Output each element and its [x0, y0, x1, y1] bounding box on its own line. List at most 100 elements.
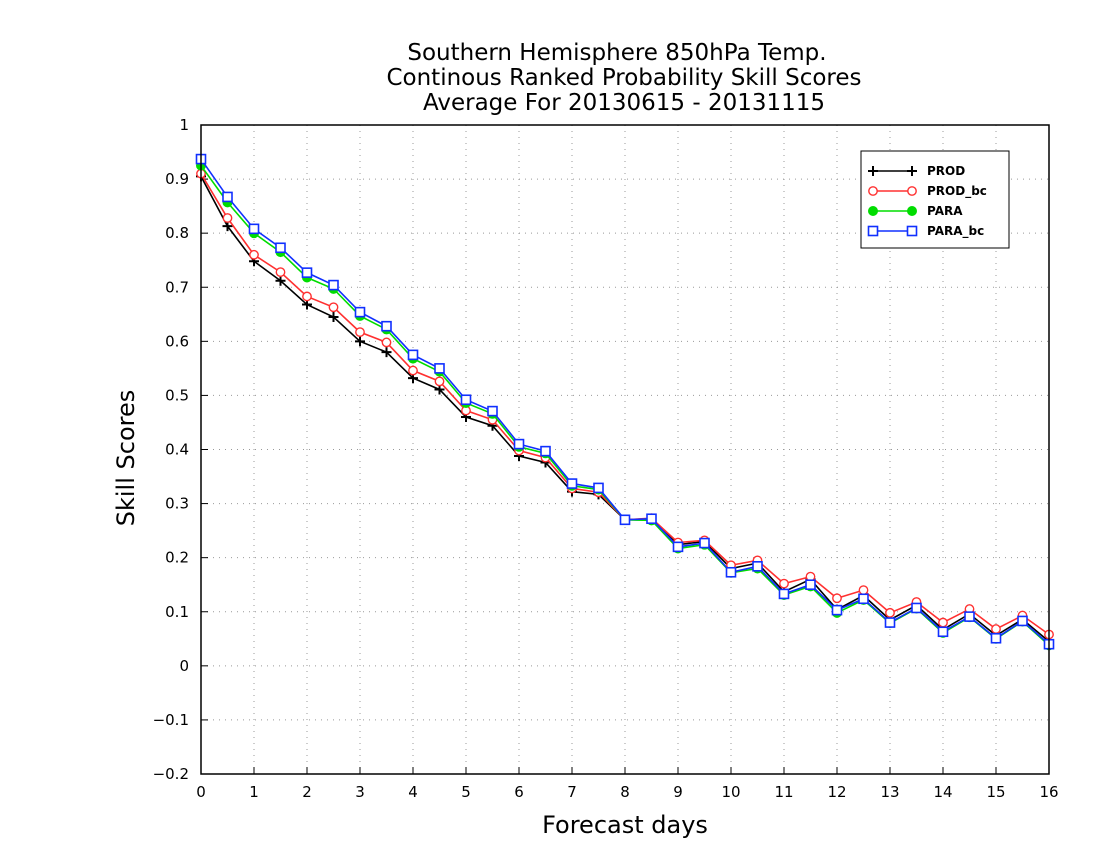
data-point-prod [328, 311, 339, 322]
data-point-para-bc [831, 604, 843, 616]
x-tick-label: 11 [774, 783, 793, 801]
x-tick-label: 8 [620, 783, 630, 801]
data-point-prod-bc [275, 267, 286, 278]
x-tick-label: 10 [721, 783, 740, 801]
chart-title-line-3: Average For 20130615 - 20131115 [423, 90, 825, 116]
data-point-para-bc [964, 611, 975, 622]
data-point-prod-bc [858, 585, 869, 596]
y-tick-label: 0 [179, 657, 189, 675]
data-point-para-bc [487, 405, 498, 417]
data-point-para-bc [778, 588, 790, 600]
legend-marker [907, 186, 917, 196]
legend-marker [867, 225, 879, 237]
data-point-para-bc [275, 242, 286, 254]
data-point-para-bc [990, 632, 1002, 644]
y-tick-label: 1 [179, 116, 189, 134]
data-point-prod [381, 347, 392, 358]
data-point-para-bc [301, 267, 313, 278]
data-point-prod-bc [249, 249, 259, 260]
data-point-para-bc [460, 394, 472, 406]
x-tick-label: 2 [302, 783, 312, 801]
data-point-prod-bc [938, 617, 948, 628]
x-tick-label: 3 [355, 783, 365, 801]
y-tick-label: 0.3 [165, 495, 189, 513]
ticks: 0 1 2 3 4 5 6 7 8 9 10 11 12 13 14 15 16−0.2−0.100.10.20… [153, 116, 1059, 801]
data-point-para-bc [434, 363, 445, 374]
legend-marker [868, 206, 878, 216]
data-point-para-bc [222, 191, 233, 203]
series-layer [195, 153, 1055, 651]
legend-label: PARA_bc [927, 224, 984, 239]
y-tick-label: 0.7 [165, 278, 189, 296]
data-point-prod-bc [779, 578, 789, 589]
legend: PROD PROD_bc PARA PARA_bc [860, 150, 1010, 249]
legend-item-para-bc: PARA_bc [867, 224, 984, 239]
data-point-para-bc [884, 617, 896, 628]
data-point-prod-bc [302, 291, 312, 302]
chart-title-line-1: Southern Hemisphere 850hPa Temp. [407, 40, 826, 66]
x-tick-label: 5 [461, 783, 471, 801]
x-tick-label: 14 [933, 783, 952, 801]
legend-marker [868, 186, 878, 196]
legend-marker [906, 225, 918, 237]
data-point-para-bc [513, 438, 525, 450]
data-point-para-bc [354, 306, 366, 318]
x-tick-label: 1 [249, 783, 259, 801]
legend-item-prod-bc: PROD_bc [868, 184, 987, 199]
data-point-para-bc [672, 541, 684, 553]
data-point-para-bc [937, 626, 949, 638]
data-point-prod-bc [408, 365, 418, 376]
data-point-prod-bc [355, 327, 365, 338]
y-tick-label: 0.6 [165, 332, 189, 350]
y-tick-label: 0.5 [165, 386, 189, 404]
data-point-para-bc [619, 514, 631, 526]
x-tick-label: 12 [827, 783, 846, 801]
data-point-para-bc [858, 593, 869, 605]
data-point-para-bc [593, 482, 604, 494]
y-tick-label: 0.9 [165, 170, 189, 188]
data-point-para-bc [752, 561, 763, 572]
data-point-para-bc [248, 223, 260, 235]
legend-item-para: PARA [868, 204, 963, 218]
plot-frame [200, 124, 1050, 775]
x-tick-label: 4 [408, 783, 418, 801]
x-tick-label: 7 [567, 783, 577, 801]
x-tick-label: 15 [986, 783, 1005, 801]
data-point-prod-bc [328, 302, 339, 313]
data-point-para-bc [407, 349, 419, 361]
x-axis-label: Forecast days [542, 811, 708, 839]
y-tick-label: −0.2 [153, 765, 189, 783]
data-point-prod-bc [222, 213, 233, 223]
legend-marker [868, 166, 878, 176]
data-point-para-bc [566, 478, 578, 489]
data-point-para-bc [1017, 615, 1028, 627]
x-tick-label: 9 [673, 783, 683, 801]
data-point-prod-bc [434, 376, 445, 387]
x-tick-label: 16 [1039, 783, 1058, 801]
data-point-prod-bc [832, 593, 842, 604]
legend-label: PROD_bc [927, 184, 987, 199]
data-point-prod-bc [381, 337, 392, 348]
x-tick-label: 6 [514, 783, 524, 801]
chart-title: Southern Hemisphere 850hPa Temp. Contino… [386, 40, 861, 116]
data-point-para-bc [911, 602, 922, 614]
data-point-para-bc [646, 513, 657, 525]
data-point-prod-bc [991, 624, 1001, 634]
legend-label: PARA [927, 204, 963, 218]
data-point-prod [355, 336, 365, 347]
chart-title-line-2: Continous Ranked Probability Skill Score… [386, 65, 861, 91]
data-point-prod [275, 275, 286, 286]
x-tick-label: 0 [196, 783, 206, 801]
data-point-para-bc [725, 566, 737, 578]
data-point-prod-bc [885, 607, 895, 618]
legend-item-prod: PROD [868, 164, 965, 178]
data-point-para-bc [381, 320, 392, 332]
legend-box [860, 150, 1010, 249]
y-tick-label: 0.1 [165, 603, 189, 621]
series-para-bc [195, 153, 1055, 650]
y-axis-label: Skill Scores [112, 390, 140, 527]
legend-marker [907, 166, 917, 176]
data-point-para-bc [699, 537, 710, 549]
y-tick-label: −0.1 [153, 711, 189, 729]
